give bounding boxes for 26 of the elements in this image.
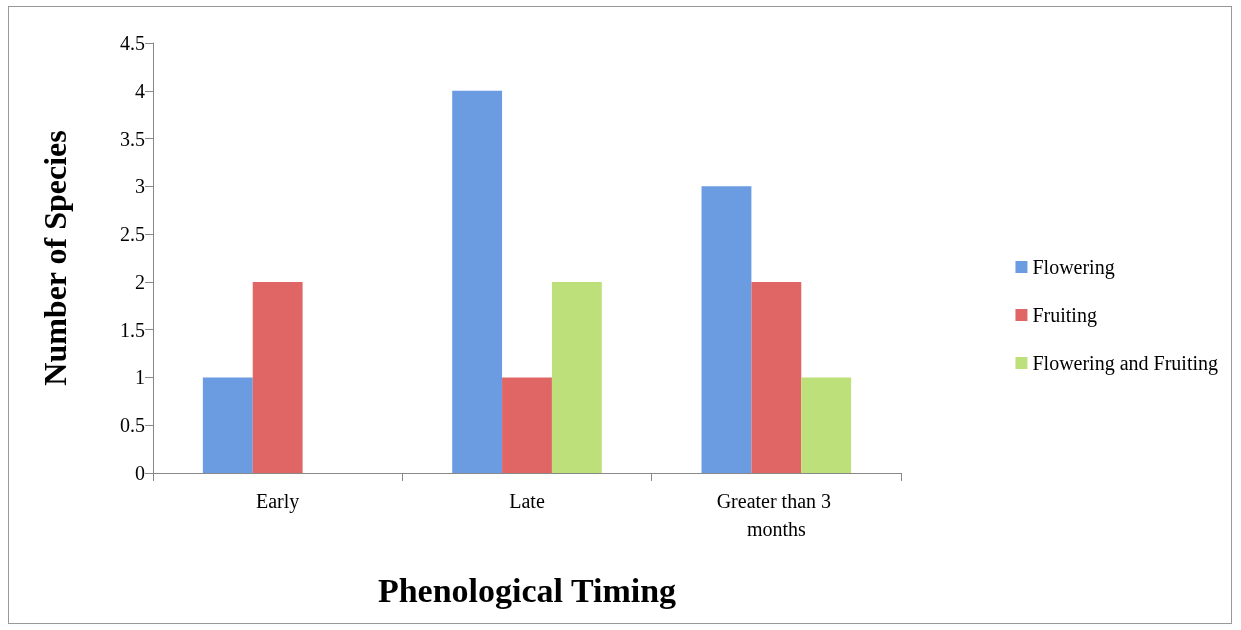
bar — [701, 186, 752, 473]
y-tick-label: 1 — [135, 366, 145, 389]
legend-label: Flowering — [1032, 256, 1115, 279]
y-tick-label: 2.5 — [120, 223, 145, 246]
bar — [452, 90, 503, 473]
y-tick-label: 4.5 — [120, 32, 145, 54]
y-tick-label: 4 — [135, 79, 145, 102]
legend-label: Flowering and Fruiting — [1032, 352, 1218, 375]
bar — [551, 281, 602, 473]
y-tick-label: 2 — [135, 270, 145, 293]
x-tick-label: Greater than 3 months — [716, 490, 837, 540]
legend-label: Fruiting — [1032, 304, 1097, 327]
y-tick-label: 0.5 — [120, 414, 145, 437]
y-tick-label: 3 — [135, 175, 145, 198]
x-tick-label: Early — [256, 490, 300, 513]
bar — [801, 377, 852, 473]
bar — [751, 281, 802, 473]
y-axis-title: Number of Species — [37, 130, 73, 386]
x-tick-label: Late — [509, 490, 545, 512]
x-axis-title: Phenological Timing — [377, 571, 677, 609]
y-tick-label: 1.5 — [120, 318, 145, 341]
bar — [252, 281, 303, 473]
bar — [202, 377, 253, 473]
y-tick-label: 3.5 — [120, 127, 145, 150]
bar — [502, 377, 552, 473]
y-tick-label: 0 — [135, 462, 145, 484]
